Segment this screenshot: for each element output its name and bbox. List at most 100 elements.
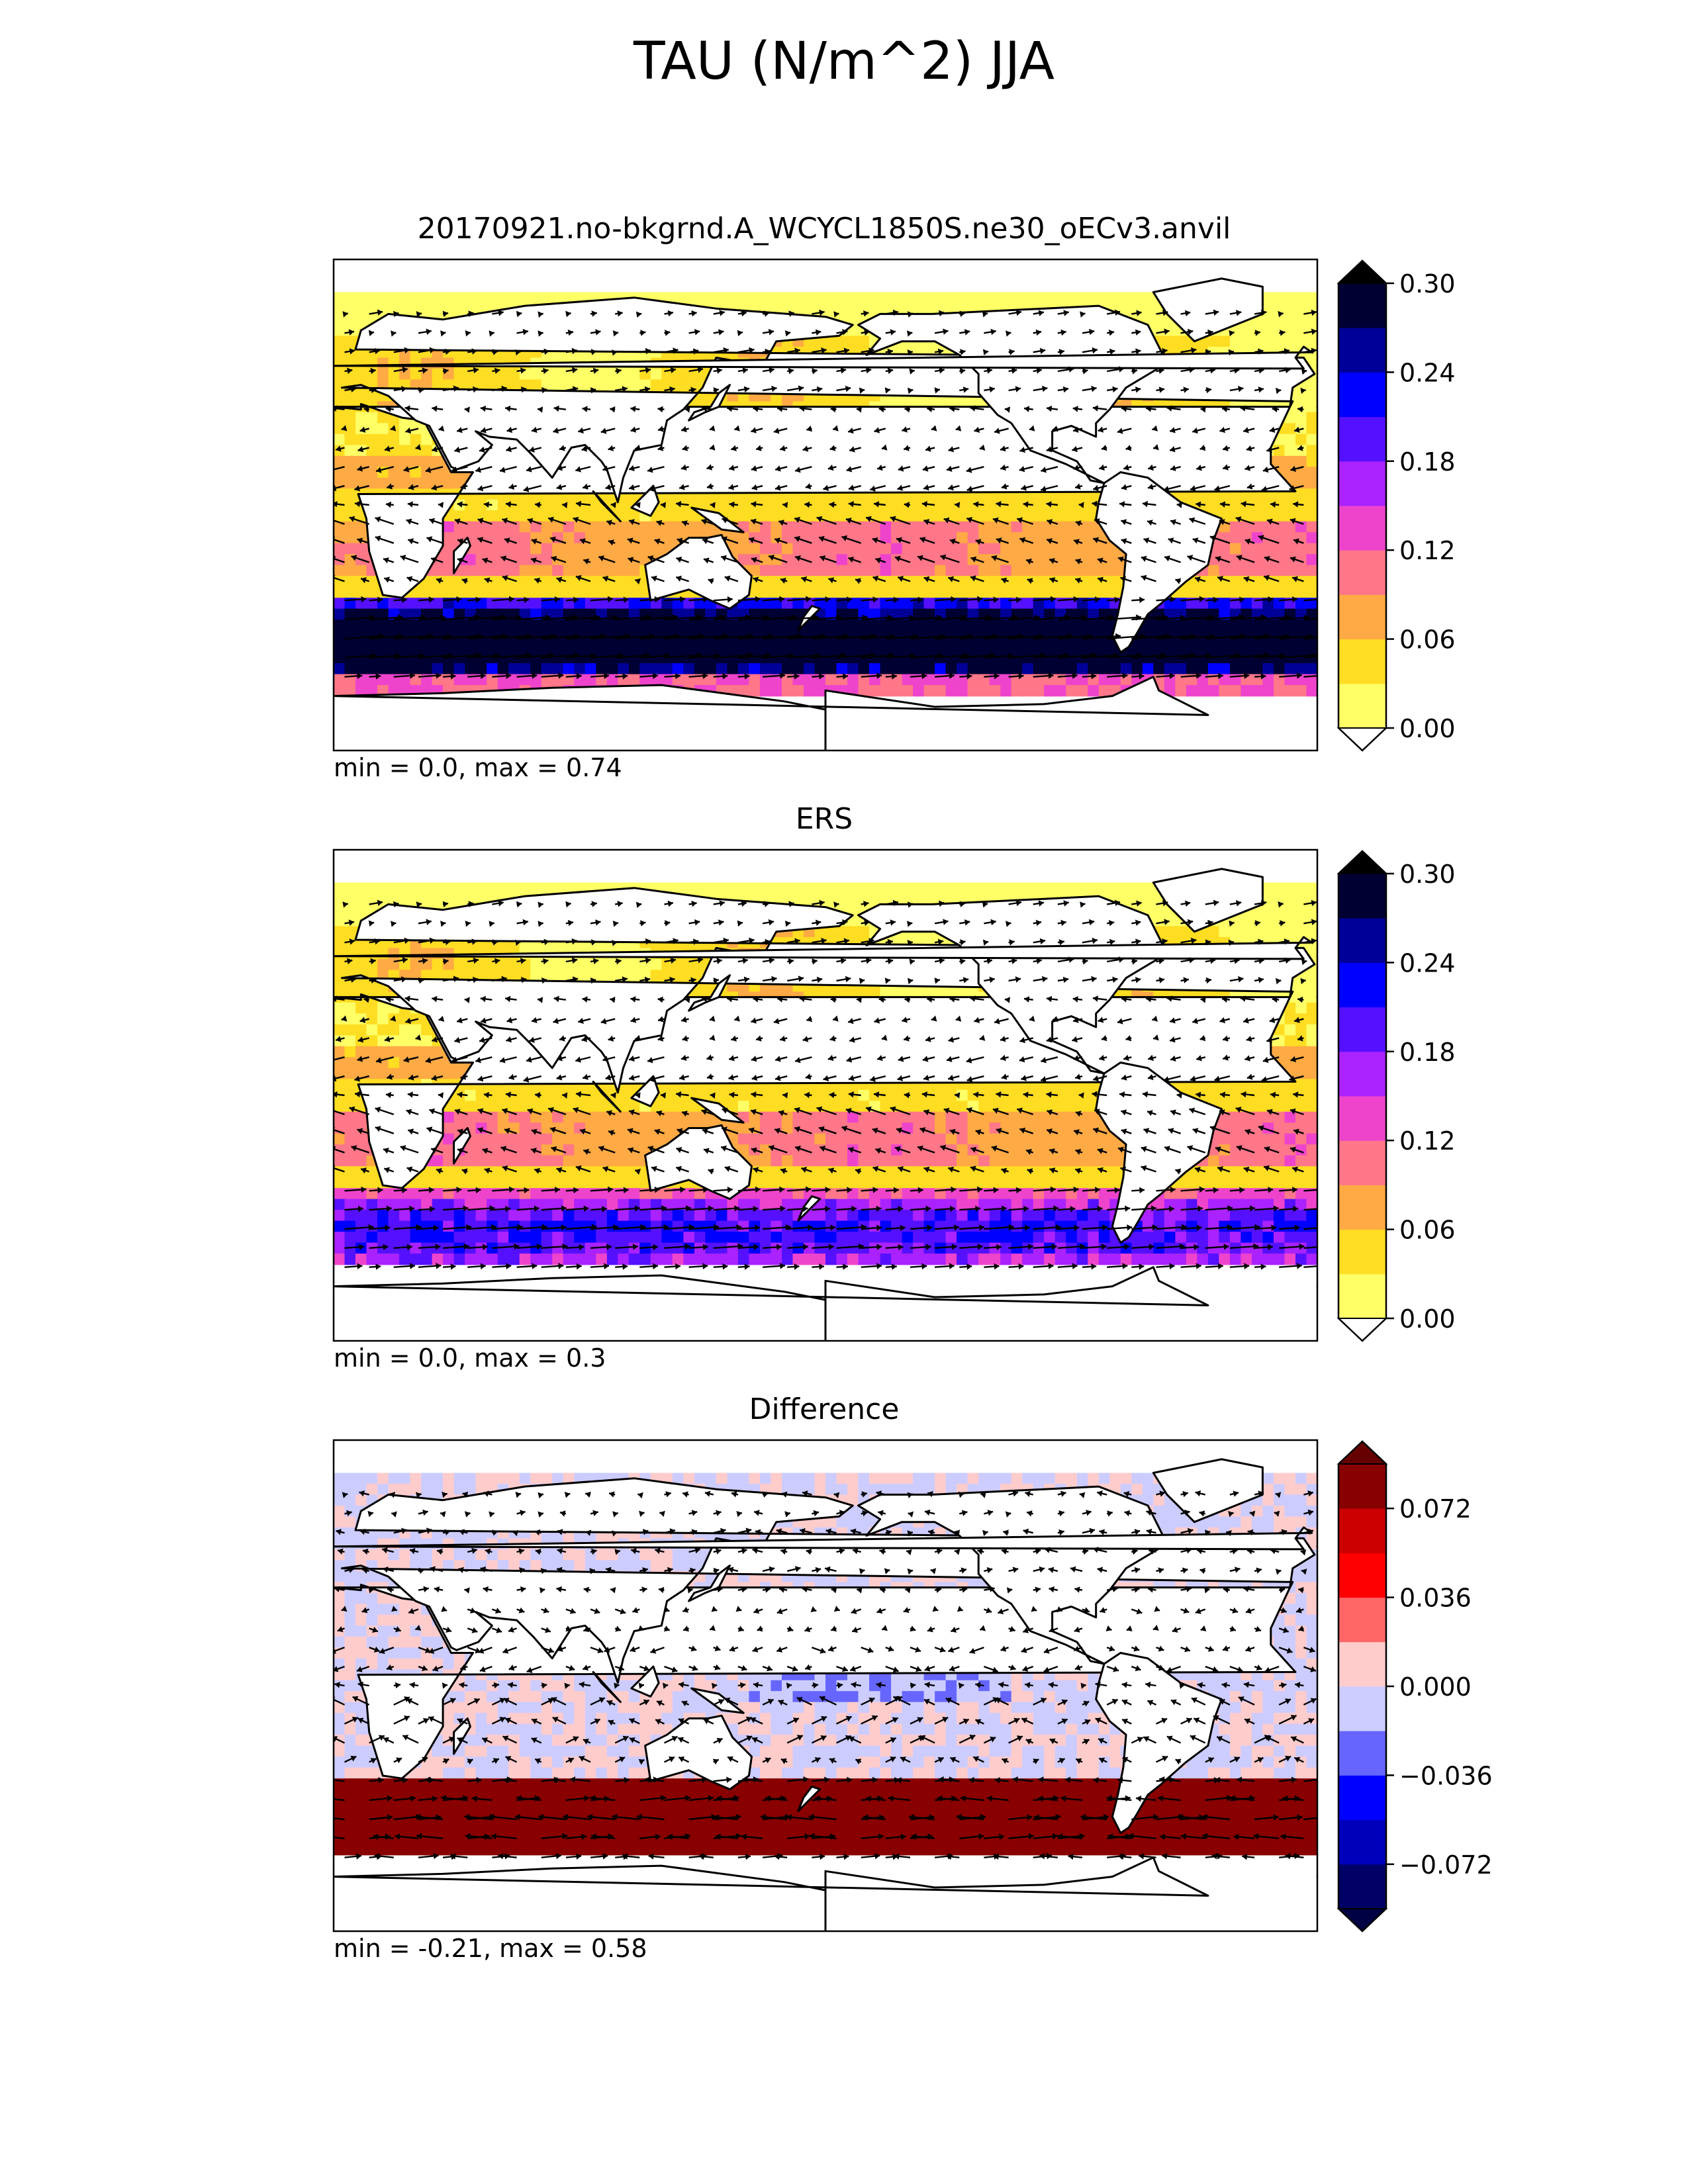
vector-arrowhead	[977, 1186, 983, 1193]
vector-arrowhead	[567, 329, 574, 336]
vector-arrowhead	[876, 1263, 882, 1269]
vector-arrowhead	[724, 575, 731, 582]
vector-arrowhead	[1131, 368, 1137, 375]
vector-arrowhead	[845, 976, 851, 983]
vector-arrowhead	[483, 1586, 489, 1593]
vector-arrowhead	[684, 1795, 690, 1801]
vector-arrowhead	[969, 1648, 976, 1654]
vector-arrowhead	[1258, 387, 1264, 393]
vector-arrowhead	[1245, 1646, 1252, 1653]
vector-arrowhead	[1101, 1035, 1107, 1042]
vector-arrowhead	[480, 995, 486, 1003]
vector-arrowhead	[845, 518, 852, 524]
vector-arrowhead	[573, 1736, 579, 1743]
vector-arrowhead	[1232, 1607, 1238, 1614]
vector-arrowhead	[1246, 445, 1252, 452]
vector-arrowhead	[671, 1735, 678, 1742]
vector-arrowhead	[471, 348, 477, 355]
vector-arrowhead	[702, 1776, 708, 1783]
vector-arrowhead	[602, 576, 609, 582]
vector-arrowhead	[1175, 578, 1182, 584]
vector-arrowhead	[828, 1244, 834, 1250]
vector-arrowhead	[721, 555, 727, 561]
vector-arrowhead	[371, 977, 377, 984]
vector-arrowhead	[389, 1492, 396, 1498]
vector-arrowhead	[1046, 1091, 1052, 1098]
vector-arrowhead	[543, 958, 549, 965]
vector-arrowhead	[1195, 576, 1201, 583]
vector-arrowhead	[706, 1054, 713, 1061]
vector-arrowhead	[716, 1795, 722, 1802]
vector-arrowhead	[580, 1128, 586, 1135]
vector-arrowhead	[1311, 347, 1317, 354]
vector-arrowhead	[1213, 596, 1219, 604]
vector-arrowhead	[792, 1717, 799, 1723]
vector-arrowhead	[701, 518, 708, 525]
vector-arrowhead	[872, 1127, 878, 1134]
vector-arrowhead	[348, 329, 354, 336]
vector-arrowhead	[936, 1548, 943, 1555]
vector-arrow	[688, 616, 725, 621]
vector-arrowhead	[406, 576, 413, 582]
vector-arrowhead	[1222, 996, 1228, 1003]
vector-arrowhead	[342, 311, 348, 318]
landmass	[690, 1097, 745, 1124]
vector-arrowhead	[1294, 426, 1300, 433]
vector-arrowhead	[1184, 1646, 1190, 1653]
vector-arrowhead	[608, 1130, 614, 1136]
vector-arrowhead	[405, 1017, 412, 1024]
vector-arrowhead	[1217, 1736, 1223, 1742]
vector-arrowhead	[753, 1205, 759, 1212]
vector-arrowhead	[970, 556, 977, 563]
vector-arrowhead	[557, 1567, 563, 1573]
vector-arrowhead	[777, 996, 783, 1003]
vector-arrowhead	[1101, 445, 1107, 451]
vector-arrowhead	[1223, 464, 1229, 471]
vector-arrowhead	[378, 1777, 384, 1784]
vector-arrowhead	[839, 1548, 845, 1555]
vector-arrow	[763, 616, 797, 621]
vector-arrowhead	[1296, 1607, 1302, 1614]
vector-arrowhead	[780, 1263, 785, 1269]
vector-arrow	[590, 635, 630, 640]
vector-arrowhead	[786, 1814, 792, 1821]
vector-arrowhead	[694, 919, 700, 926]
vector-arrowhead	[477, 1108, 484, 1115]
vector-arrowhead	[1126, 1625, 1133, 1632]
vector-arrowhead	[756, 1035, 762, 1042]
vector-arrowhead	[989, 386, 995, 393]
vector-arrowhead	[775, 484, 781, 491]
vector-arrowhead	[935, 1586, 941, 1593]
vector-arrowhead	[524, 1187, 530, 1194]
vector-arrowhead	[973, 1091, 979, 1098]
landmass	[644, 533, 753, 610]
vector-arrowhead	[877, 465, 883, 471]
vector-arrowhead	[795, 1057, 801, 1064]
vector-arrowhead	[934, 978, 940, 984]
vector-arrowhead	[354, 485, 360, 492]
vector-arrow	[1107, 654, 1142, 659]
vector-arrowhead	[591, 901, 597, 907]
vector-arrowhead	[921, 672, 927, 680]
vector-arrowhead	[1170, 519, 1176, 525]
vector-arrowhead	[1092, 995, 1098, 1002]
vector-arrowhead	[635, 901, 642, 908]
vector-arrow	[1082, 654, 1119, 659]
vector-arrowhead	[1098, 1738, 1104, 1744]
vector-arrowhead	[475, 596, 481, 604]
vector-arrowhead	[351, 555, 357, 561]
vector-arrowhead	[489, 1205, 495, 1212]
colorbar-segment	[1338, 1007, 1386, 1052]
vector-arrowhead	[457, 557, 463, 564]
vector-arrowhead	[1019, 537, 1026, 543]
vector-arrowhead	[521, 386, 527, 393]
vector-arrowhead	[871, 1715, 878, 1721]
vector-arrowhead	[876, 1490, 882, 1497]
vector-arrowhead	[1281, 1682, 1287, 1689]
vector-arrowhead	[354, 1075, 360, 1082]
vector-arrowhead	[1187, 1145, 1194, 1152]
vector-arrowhead	[630, 1017, 637, 1023]
vector-arrowhead	[816, 516, 823, 522]
vector-arrowhead	[843, 938, 849, 944]
vector-arrowhead	[1121, 996, 1127, 1003]
